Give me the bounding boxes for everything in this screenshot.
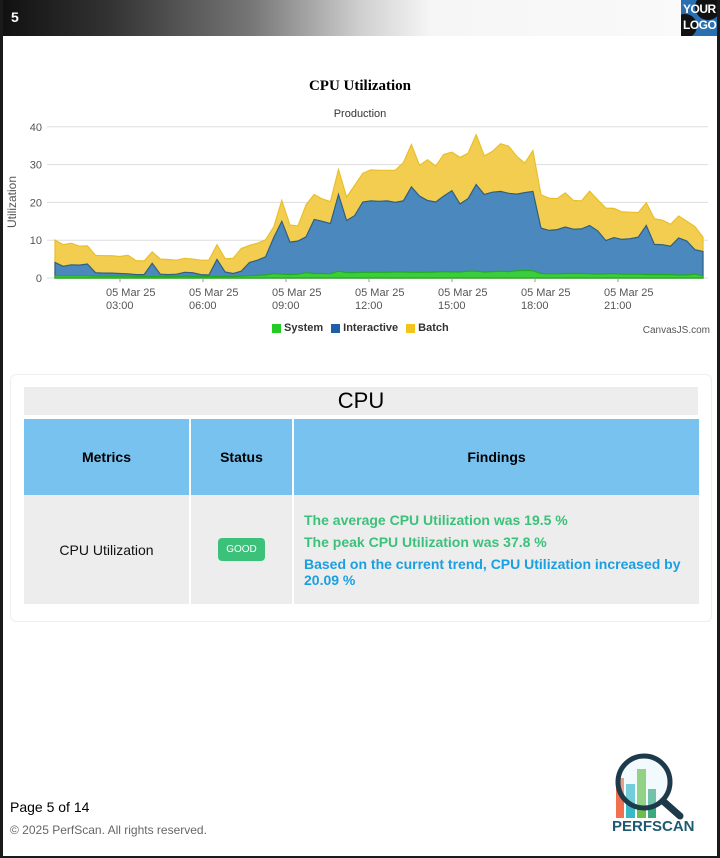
header-status: Status — [190, 419, 294, 495]
svg-text:05 Mar 25: 05 Mar 25 — [355, 287, 405, 299]
page-number: 5 — [11, 9, 19, 25]
top-banner: 5 — [3, 0, 717, 36]
svg-text:05 Mar 25: 05 Mar 25 — [438, 287, 488, 299]
canvasjs-credit[interactable]: CanvasJS.com — [642, 325, 710, 336]
svg-text:0: 0 — [36, 273, 42, 285]
svg-text:12:00: 12:00 — [355, 300, 383, 312]
finding-average: The average CPU Utilization was 19.5 % — [304, 511, 568, 528]
svg-text:10: 10 — [30, 235, 42, 247]
svg-text:20: 20 — [30, 197, 42, 209]
header-metrics: Metrics — [24, 419, 191, 495]
svg-text:05 Mar 25: 05 Mar 25 — [272, 287, 322, 299]
cpu-summary-card: CPU Metrics Status Findings CPU Utilizat… — [10, 374, 712, 622]
legend-item-interactive[interactable]: Interactive — [331, 322, 398, 334]
svg-text:03:00: 03:00 — [106, 300, 134, 312]
chart-title: CPU Utilization — [308, 78, 412, 94]
header-findings: Findings — [293, 419, 699, 495]
chart-subtitle: Production — [333, 108, 387, 120]
metrics-table: Metrics Status Findings CPU Utilization … — [24, 419, 699, 604]
svg-text:05 Mar 25: 05 Mar 25 — [521, 287, 571, 299]
svg-text:06:00: 06:00 — [189, 300, 217, 312]
svg-text:05 Mar 25: 05 Mar 25 — [106, 287, 156, 299]
legend-item-batch[interactable]: Batch — [406, 322, 449, 334]
perfscan-logo-icon — [615, 753, 684, 820]
perfscan-brand: PERFSCAN — [612, 818, 695, 835]
status-badge: GOOD — [218, 538, 265, 561]
finding-peak: The peak CPU Utilization was 37.8 % — [304, 533, 547, 550]
metric-name: CPU Utilization — [24, 495, 191, 604]
svg-text:09:00: 09:00 — [272, 300, 300, 312]
table-row: CPU Utilization GOOD The average CPU Uti… — [24, 495, 699, 604]
svg-text:40: 40 — [30, 122, 42, 134]
footer-page-number: Page 5 of 14 — [10, 799, 90, 815]
y-axis-label: Utilization — [5, 175, 20, 229]
svg-text:30: 30 — [30, 160, 42, 172]
svg-text:05 Mar 25: 05 Mar 25 — [604, 287, 654, 299]
svg-text:15:00: 15:00 — [438, 300, 466, 312]
footer-copyright: © 2025 PerfScan. All rights reserved. — [10, 823, 207, 837]
legend-item-system[interactable]: System — [272, 322, 323, 334]
svg-text:21:00: 21:00 — [604, 300, 632, 312]
svg-text:18:00: 18:00 — [521, 300, 549, 312]
cpu-section-title: CPU — [24, 387, 698, 415]
chart-legend: System Interactive Batch — [272, 322, 449, 334]
finding-trend: Based on the current trend, CPU Utilizat… — [304, 555, 681, 588]
svg-text:05 Mar 25: 05 Mar 25 — [189, 287, 239, 299]
findings-cell: The average CPU Utilization was 19.5 % T… — [293, 495, 699, 604]
your-logo: YOUR LOGO — [681, 0, 717, 36]
